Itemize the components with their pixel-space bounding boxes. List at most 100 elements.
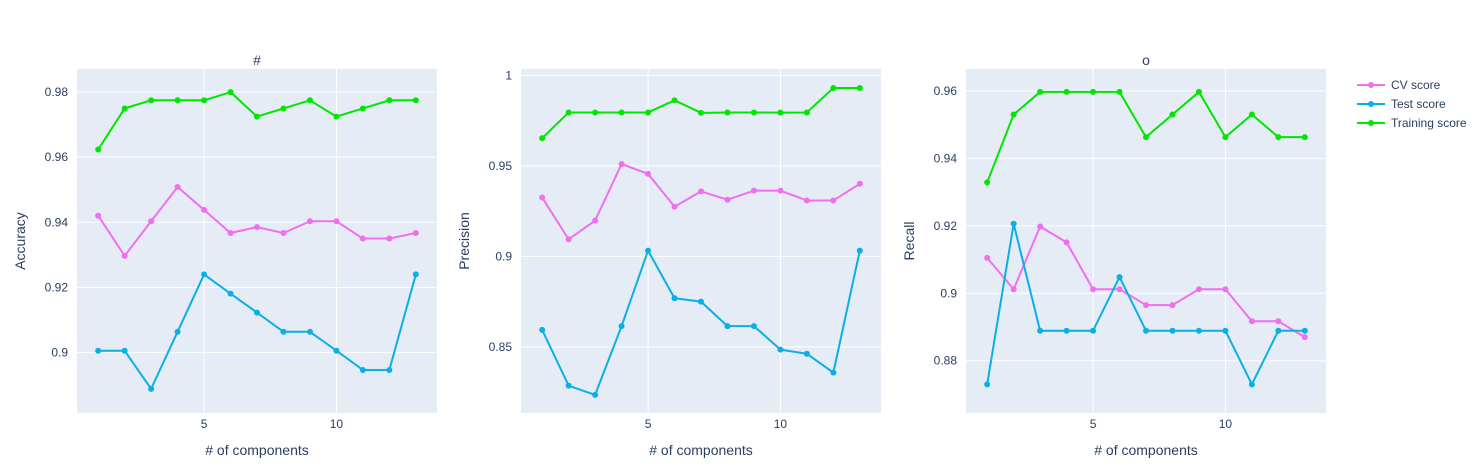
data-point[interactable] bbox=[201, 206, 208, 213]
data-point[interactable] bbox=[1222, 327, 1229, 334]
data-point[interactable] bbox=[174, 97, 181, 104]
data-point[interactable] bbox=[1063, 239, 1070, 246]
data-point[interactable] bbox=[121, 252, 128, 259]
data-point[interactable] bbox=[856, 180, 863, 187]
data-point[interactable] bbox=[698, 109, 704, 116]
data-point[interactable] bbox=[95, 212, 102, 219]
legend-item[interactable]: Training score bbox=[1357, 116, 1467, 130]
data-point[interactable] bbox=[1116, 88, 1123, 95]
data-point[interactable] bbox=[148, 385, 155, 392]
data-point[interactable] bbox=[724, 323, 731, 330]
data-point[interactable] bbox=[1222, 286, 1229, 293]
data-point[interactable] bbox=[386, 366, 393, 373]
data-point[interactable] bbox=[254, 224, 260, 231]
data-point[interactable] bbox=[306, 218, 313, 225]
data-point[interactable] bbox=[1090, 327, 1097, 334]
data-point[interactable] bbox=[645, 247, 652, 254]
data-point[interactable] bbox=[1222, 134, 1229, 141]
data-point[interactable] bbox=[333, 113, 340, 120]
data-point[interactable] bbox=[201, 97, 208, 104]
data-point[interactable] bbox=[1116, 286, 1123, 293]
data-point[interactable] bbox=[1037, 88, 1044, 95]
data-point[interactable] bbox=[174, 328, 181, 335]
data-point[interactable] bbox=[565, 382, 572, 389]
legend-item[interactable]: Test score bbox=[1357, 97, 1446, 111]
data-point[interactable] bbox=[565, 109, 572, 116]
data-point[interactable] bbox=[618, 109, 625, 116]
data-point[interactable] bbox=[830, 197, 837, 204]
data-point[interactable] bbox=[359, 105, 366, 112]
data-point[interactable] bbox=[984, 179, 991, 186]
data-point[interactable] bbox=[1169, 302, 1176, 309]
data-point[interactable] bbox=[359, 366, 366, 373]
data-point[interactable] bbox=[280, 328, 287, 335]
data-point[interactable] bbox=[227, 290, 234, 297]
data-point[interactable] bbox=[333, 347, 340, 354]
data-point[interactable] bbox=[95, 347, 102, 354]
data-point[interactable] bbox=[227, 89, 234, 96]
data-point[interactable] bbox=[1275, 327, 1282, 334]
data-point[interactable] bbox=[724, 109, 731, 116]
data-point[interactable] bbox=[671, 295, 678, 302]
data-point[interactable] bbox=[592, 109, 599, 116]
data-point[interactable] bbox=[1116, 274, 1123, 281]
data-point[interactable] bbox=[1090, 88, 1097, 95]
data-point[interactable] bbox=[750, 187, 757, 194]
data-point[interactable] bbox=[777, 187, 784, 194]
data-point[interactable] bbox=[412, 97, 419, 104]
data-point[interactable] bbox=[777, 109, 784, 116]
data-point[interactable] bbox=[1248, 318, 1255, 325]
data-point[interactable] bbox=[254, 309, 260, 316]
data-point[interactable] bbox=[148, 97, 155, 104]
data-point[interactable] bbox=[148, 218, 155, 225]
data-point[interactable] bbox=[856, 85, 863, 92]
data-point[interactable] bbox=[592, 391, 599, 398]
data-point[interactable] bbox=[1010, 220, 1017, 227]
data-point[interactable] bbox=[95, 146, 102, 153]
data-point[interactable] bbox=[1143, 134, 1149, 141]
data-point[interactable] bbox=[386, 97, 393, 104]
data-point[interactable] bbox=[1169, 111, 1176, 118]
data-point[interactable] bbox=[174, 184, 181, 191]
data-point[interactable] bbox=[1169, 327, 1176, 334]
data-point[interactable] bbox=[1063, 88, 1070, 95]
data-point[interactable] bbox=[1090, 286, 1097, 293]
data-point[interactable] bbox=[1275, 318, 1282, 325]
data-point[interactable] bbox=[803, 109, 810, 116]
data-point[interactable] bbox=[539, 194, 546, 201]
data-point[interactable] bbox=[280, 230, 287, 237]
data-point[interactable] bbox=[412, 271, 419, 278]
data-point[interactable] bbox=[1063, 327, 1070, 334]
data-point[interactable] bbox=[412, 230, 419, 237]
data-point[interactable] bbox=[803, 197, 810, 204]
data-point[interactable] bbox=[984, 254, 991, 261]
data-point[interactable] bbox=[1301, 334, 1308, 341]
data-point[interactable] bbox=[1195, 286, 1202, 293]
data-point[interactable] bbox=[750, 323, 757, 330]
data-point[interactable] bbox=[306, 97, 313, 104]
data-point[interactable] bbox=[698, 298, 704, 305]
data-point[interactable] bbox=[984, 381, 991, 388]
data-point[interactable] bbox=[539, 326, 546, 333]
data-point[interactable] bbox=[698, 188, 704, 195]
data-point[interactable] bbox=[645, 170, 652, 177]
data-point[interactable] bbox=[121, 347, 128, 354]
data-point[interactable] bbox=[201, 271, 208, 278]
data-point[interactable] bbox=[1143, 327, 1149, 334]
data-point[interactable] bbox=[618, 323, 625, 330]
data-point[interactable] bbox=[1195, 88, 1202, 95]
data-point[interactable] bbox=[1195, 327, 1202, 334]
data-point[interactable] bbox=[539, 135, 546, 142]
data-point[interactable] bbox=[1037, 223, 1044, 230]
data-point[interactable] bbox=[1248, 381, 1255, 388]
data-point[interactable] bbox=[121, 105, 128, 112]
data-point[interactable] bbox=[777, 346, 784, 353]
data-point[interactable] bbox=[306, 328, 313, 335]
data-point[interactable] bbox=[671, 203, 678, 210]
data-point[interactable] bbox=[386, 235, 393, 242]
data-point[interactable] bbox=[618, 161, 625, 168]
data-point[interactable] bbox=[1275, 134, 1282, 141]
data-point[interactable] bbox=[1010, 286, 1017, 293]
data-point[interactable] bbox=[830, 85, 837, 92]
legend-item[interactable]: CV score bbox=[1357, 78, 1441, 92]
